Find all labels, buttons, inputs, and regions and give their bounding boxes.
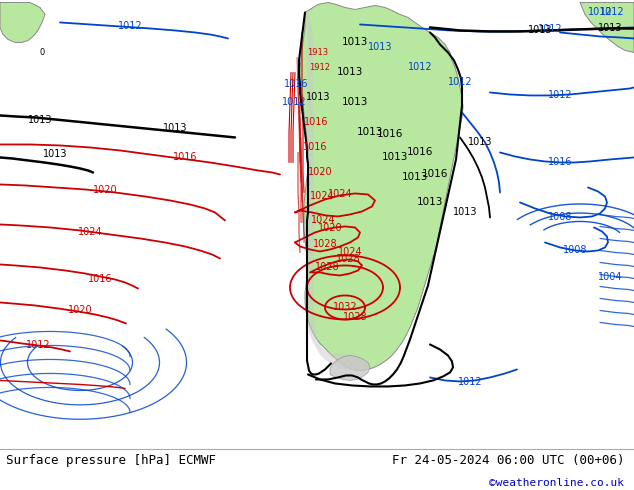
Text: 1013: 1013 [42, 149, 67, 159]
Text: 1028: 1028 [335, 254, 360, 265]
Text: 1012: 1012 [26, 341, 50, 350]
Text: 1004: 1004 [598, 272, 622, 282]
Text: 1013: 1013 [598, 24, 622, 33]
Text: 1013: 1013 [163, 123, 187, 133]
Text: 1028: 1028 [343, 313, 367, 322]
Text: 1016: 1016 [548, 157, 573, 168]
Text: 1013: 1013 [306, 93, 330, 102]
Text: 1013: 1013 [337, 68, 363, 77]
Polygon shape [0, 2, 45, 43]
Polygon shape [330, 355, 370, 380]
Polygon shape [300, 2, 463, 370]
Text: 1013: 1013 [453, 207, 477, 218]
Text: 1032: 1032 [333, 302, 358, 313]
Text: 1016: 1016 [377, 129, 403, 140]
Text: 1024: 1024 [309, 192, 334, 201]
Text: 1912: 1912 [309, 63, 330, 72]
Polygon shape [305, 12, 368, 369]
Text: 1012: 1012 [600, 7, 624, 18]
Text: 1012: 1012 [448, 77, 472, 87]
Text: 1020: 1020 [307, 168, 332, 177]
Text: 1016: 1016 [422, 170, 448, 179]
Text: 1008: 1008 [563, 245, 587, 255]
Text: 1012: 1012 [408, 62, 432, 73]
Text: 1012: 1012 [538, 24, 562, 34]
Text: 1024: 1024 [78, 227, 102, 238]
Text: 1012: 1012 [588, 7, 612, 18]
Text: 1013: 1013 [368, 43, 392, 52]
Text: 1013: 1013 [357, 127, 383, 138]
Text: 1024: 1024 [328, 190, 353, 199]
Text: 1013: 1013 [527, 25, 552, 35]
Text: 1008: 1008 [548, 213, 573, 222]
Text: 1016: 1016 [284, 79, 308, 90]
Text: 1016: 1016 [304, 118, 328, 127]
Text: 1020: 1020 [93, 185, 117, 196]
Text: 1013: 1013 [417, 197, 443, 207]
Text: 1012: 1012 [118, 22, 142, 31]
Text: Surface pressure [hPa] ECMWF: Surface pressure [hPa] ECMWF [6, 454, 216, 467]
Text: 1013: 1013 [28, 116, 52, 125]
Text: 1016: 1016 [303, 143, 327, 152]
Text: 1028: 1028 [313, 240, 337, 249]
Text: 1013: 1013 [402, 172, 428, 182]
Text: 1013: 1013 [342, 37, 368, 48]
Text: 1028: 1028 [314, 263, 339, 272]
Polygon shape [580, 2, 634, 52]
Text: 1013: 1013 [342, 98, 368, 107]
Text: 1016: 1016 [407, 147, 433, 157]
Text: 1024: 1024 [311, 216, 335, 225]
Text: 1012: 1012 [458, 377, 482, 388]
Text: 1013: 1013 [468, 138, 492, 147]
Text: 1024: 1024 [338, 247, 362, 257]
Text: 1012: 1012 [281, 98, 306, 107]
Text: 1012: 1012 [548, 91, 573, 100]
Text: 1913: 1913 [307, 48, 328, 57]
Text: ©weatheronline.co.uk: ©weatheronline.co.uk [489, 478, 624, 488]
Text: 1016: 1016 [87, 274, 112, 285]
Text: 1013: 1013 [382, 152, 408, 163]
Text: 1016: 1016 [172, 152, 197, 163]
Text: 1020: 1020 [68, 305, 93, 316]
Text: 1020: 1020 [318, 223, 342, 233]
Text: 0: 0 [39, 48, 44, 57]
Text: Fr 24-05-2024 06:00 UTC (00+06): Fr 24-05-2024 06:00 UTC (00+06) [392, 454, 624, 467]
